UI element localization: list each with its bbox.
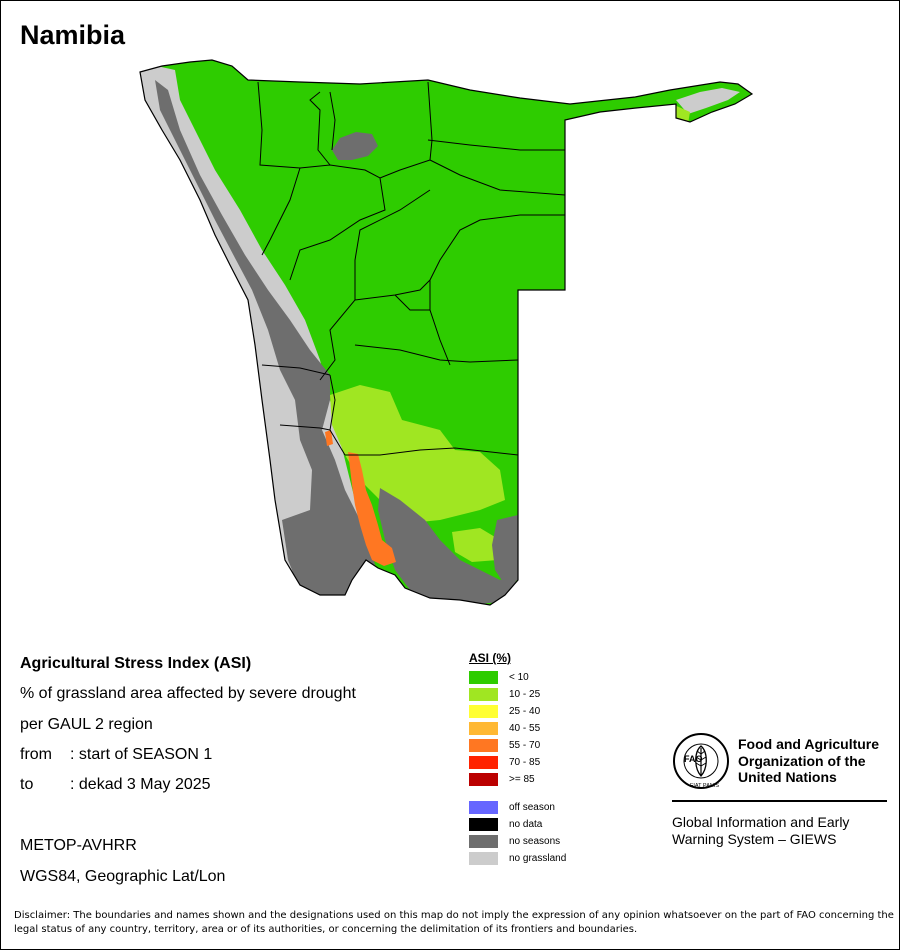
map-title: Namibia <box>20 20 126 50</box>
no-grassland-tail <box>676 88 740 114</box>
info-region-level: per GAUL 2 region <box>20 716 153 733</box>
admin-boundaries <box>257 81 566 456</box>
to-label: to <box>20 776 34 793</box>
info-from-row: from : start of SEASON 1 <box>20 746 212 764</box>
no-seasons-east <box>492 515 518 585</box>
legend: ASI (%) < 10 10 - 25 25 - 40 40 - 55 55 - 70… <box>469 651 566 865</box>
svg-text:FAO: FAO <box>684 754 703 764</box>
disclaimer: Disclaimer: The boundaries and names sho… <box>14 910 894 935</box>
info-description: % of grassland area affected by severe d… <box>20 685 356 702</box>
info-sensor: METOP-AVHRR <box>20 837 137 854</box>
asi-10-25-patch <box>452 528 500 562</box>
giews-line1: Global Information and Early <box>672 814 850 830</box>
info-title: Agricultural Stress Index (ASI) <box>20 655 252 672</box>
legend-swatch <box>469 705 498 718</box>
legend-label: < 10 <box>509 672 529 683</box>
no-seasons-south <box>378 488 518 605</box>
fao-name-line3: United Nations <box>738 769 837 785</box>
from-label: from <box>20 746 52 763</box>
legend-title: ASI (%) <box>469 651 511 665</box>
from-value: : start of SEASON 1 <box>70 746 213 763</box>
legend-label: 55 - 70 <box>509 740 541 751</box>
asi-55-70-zone <box>348 452 396 566</box>
asi-10-25-zone <box>330 385 505 522</box>
legend-label: 70 - 85 <box>509 757 541 768</box>
legend-label: 10 - 25 <box>509 689 541 700</box>
legend-swatch <box>469 756 498 769</box>
giews-line2: Warning System – GIEWS <box>672 831 837 847</box>
legend-swatch <box>469 835 498 848</box>
country-outline <box>139 59 754 606</box>
legend-label: 25 - 40 <box>509 706 541 717</box>
info-projection: WGS84, Geographic Lat/Lon <box>20 868 226 885</box>
legend-swatch <box>469 722 498 735</box>
fao-name-line2: Organization of the <box>738 752 866 769</box>
giews-label: Global Information and Early Warning Sys… <box>672 814 849 848</box>
no-seasons-zone <box>155 80 408 605</box>
legend-swatch <box>469 671 498 684</box>
legend-swatch <box>469 801 498 814</box>
legend-label: off season <box>509 802 555 813</box>
info-to-row: to : dekad 3 May 2025 <box>20 776 211 794</box>
legend-label: >= 85 <box>509 774 535 785</box>
fao-name-line1: Food and Agriculture <box>738 736 880 752</box>
legend-swatch <box>469 773 498 786</box>
fao-name: Food and Agriculture Organization of the… <box>738 736 879 786</box>
legend-swatch <box>469 688 498 701</box>
legend-swatch <box>469 852 498 865</box>
no-seasons-north <box>332 132 378 160</box>
legend-label: no grassland <box>509 853 567 864</box>
legend-swatch <box>469 739 498 752</box>
legend-label: 40 - 55 <box>509 723 541 734</box>
legend-label: no seasons <box>509 836 561 847</box>
legend-label: no data <box>509 819 543 830</box>
to-value: : dekad 3 May 2025 <box>70 776 211 793</box>
legend-swatch <box>469 818 498 831</box>
namibia-map <box>139 59 754 606</box>
fao-logo-icon: FAO FIAT PANIS <box>673 733 729 789</box>
asi-55-70-patch <box>325 430 333 446</box>
svg-text:FIAT PANIS: FIAT PANIS <box>690 783 719 789</box>
fao-divider <box>672 800 887 802</box>
